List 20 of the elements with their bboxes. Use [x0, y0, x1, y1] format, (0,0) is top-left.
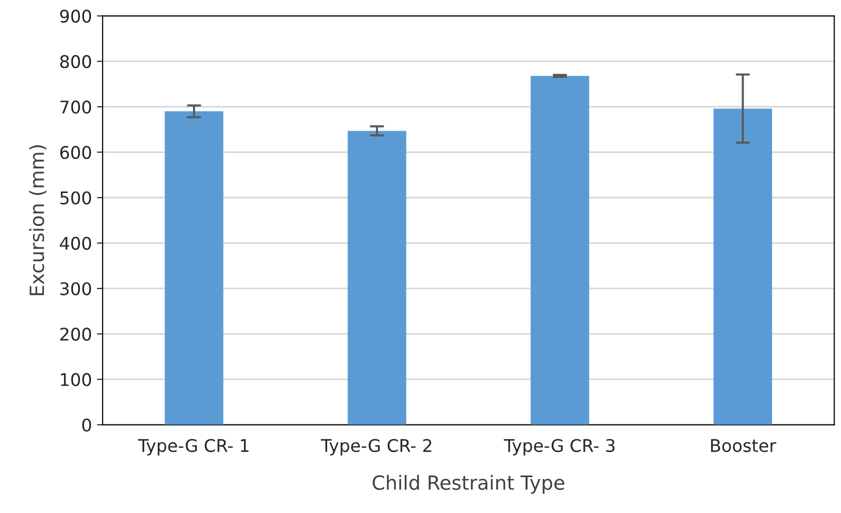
x-tick-label: Type-G CR- 2 [320, 438, 432, 456]
bar [530, 76, 590, 425]
y-axis-title: Excursion (mm) [29, 145, 46, 296]
y-tick-label: 0 [82, 418, 92, 432]
y-tick-label: 700 [60, 100, 92, 114]
y-tick-label: 500 [60, 191, 92, 204]
y-tick-label: 900 [60, 10, 92, 23]
y-tick-label: 800 [60, 55, 92, 68]
x-tick-label: Booster [711, 439, 776, 452]
y-tick-label: 300 [60, 282, 92, 296]
bar [164, 111, 224, 425]
y-tick-label: 600 [60, 146, 92, 160]
y-tick-label: 400 [60, 236, 92, 250]
bar [348, 130, 406, 425]
bar [714, 108, 772, 425]
x-tick-label: Type-G CR- 1 [138, 438, 248, 456]
x-tick-label: Type-G CR- 3 [504, 438, 615, 456]
x-axis-title: Child Restraint Type [372, 474, 564, 494]
y-tick-label: 200 [60, 328, 92, 341]
y-tick-label: 100 [60, 373, 92, 386]
